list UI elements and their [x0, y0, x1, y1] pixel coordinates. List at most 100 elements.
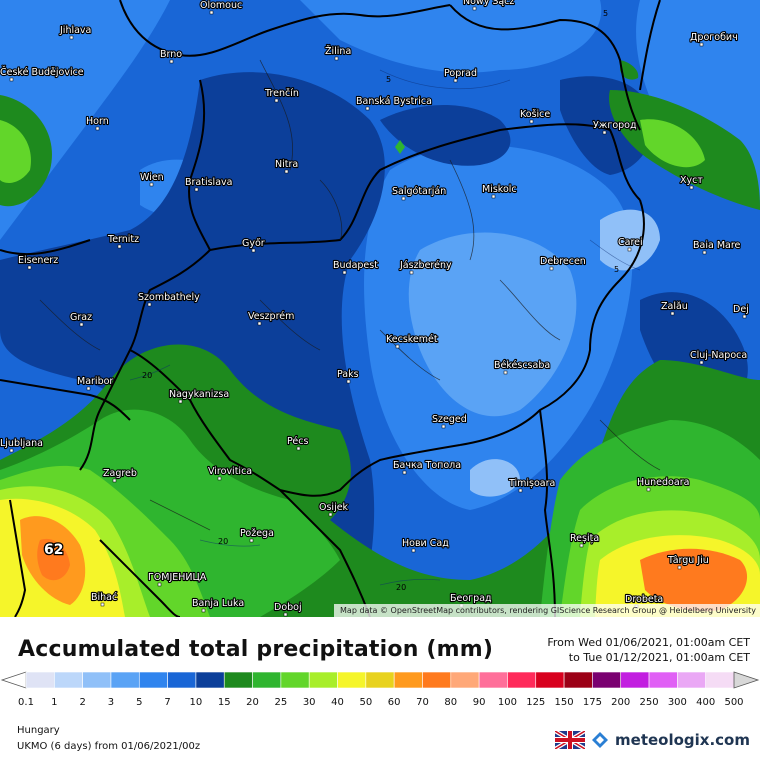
city-label: Cluj-Napoca: [690, 350, 747, 361]
city-dot: [670, 311, 675, 316]
scale-tick-label: 20: [246, 697, 259, 708]
color-scale-bar: [0, 671, 760, 689]
precip-area-25mm: [0, 120, 31, 183]
scale-tick-label: 25: [274, 697, 288, 708]
city-label: Бачка Топола: [393, 460, 461, 471]
city-label: ГОМЈЕНИЦА: [148, 572, 207, 583]
city-label: Brno: [160, 49, 182, 60]
map-canvas: Olomouc Nowy Sącz Дрогобич Jihlava Brno Žilin…: [0, 0, 760, 617]
city-label: České Budějovice: [0, 66, 84, 78]
city-label: Virovitica: [208, 466, 252, 477]
isolines: [129, 69, 641, 586]
scale-swatch: [223, 671, 253, 689]
city-dot: [95, 126, 100, 131]
city-label: Győr: [242, 238, 265, 249]
city-dot: [491, 194, 496, 199]
scale-swatch: [507, 671, 537, 689]
city-dot: [627, 247, 632, 252]
city-label: Hunedoara: [637, 477, 689, 488]
city-dot: [409, 270, 414, 275]
city-label: Doboj: [274, 602, 302, 613]
brand[interactable]: meteologix.com: [555, 731, 750, 749]
city-dot: [79, 322, 84, 327]
scale-swatch: [195, 671, 225, 689]
city-markers: [9, 6, 747, 617]
city-dot: [194, 187, 199, 192]
city-dot: [249, 538, 254, 543]
scale-swatch: [450, 671, 480, 689]
city-label: Maribor: [77, 376, 113, 387]
city-label: Budapest: [333, 260, 378, 271]
city-dot: [689, 185, 694, 190]
precipitation-map[interactable]: Olomouc Nowy Sącz Дрогобич Jihlava Brno Žilin…: [0, 0, 760, 617]
city-label: Pécs: [287, 436, 308, 447]
city-dot: [117, 244, 122, 249]
scale-swatch: [535, 671, 565, 689]
city-label: Нови Сад: [402, 538, 449, 549]
city-dot: [274, 98, 279, 103]
city-label: Miskolc: [482, 184, 517, 195]
city-label: Szombathely: [138, 292, 200, 303]
scale-tick-label: 2: [79, 697, 86, 708]
city-dot: [411, 548, 416, 553]
city-dot: [209, 10, 214, 15]
precip-area-25mm: [640, 119, 705, 168]
city-label: Paks: [337, 369, 359, 380]
city-label: Horn: [86, 116, 109, 127]
precip-area-2mm: [470, 459, 520, 497]
scale-tick-label: 1: [51, 697, 58, 708]
scale-tick-label: 150: [554, 697, 574, 708]
scale-tick-label: 60: [387, 697, 401, 708]
city-label: Nagykanizsa: [169, 389, 229, 400]
city-label: Timișoara: [508, 478, 555, 489]
city-label: Jászberény: [399, 260, 452, 271]
scale-swatch: [677, 671, 706, 689]
precip-area-10mm: [380, 105, 511, 166]
isoline-label: 5: [603, 9, 608, 18]
city-label: Bratislava: [185, 177, 232, 188]
scale-tick-label: 90: [472, 697, 486, 708]
scale-tick-label: 3: [107, 697, 115, 708]
city-dot: [529, 119, 534, 124]
city-dot: [395, 344, 400, 349]
city-label: Békéscsaba: [494, 360, 550, 371]
isoline-label: 5: [386, 75, 391, 84]
city-dot: [579, 543, 584, 548]
scale-tick-label: 5: [136, 697, 143, 708]
city-label: Jihlava: [59, 25, 91, 36]
city-dot: [86, 386, 91, 391]
city-label: Београд: [450, 593, 492, 604]
scale-swatch: [167, 671, 197, 689]
city-dot: [402, 470, 407, 475]
city-label: Nitra: [275, 159, 298, 170]
country-borders: [0, 0, 661, 617]
city-label: Nowy Sącz: [463, 0, 514, 7]
precip-area-15mm: [620, 60, 639, 80]
uk-flag-icon[interactable]: [555, 731, 586, 749]
meteologix-logo-icon: [592, 732, 609, 748]
city-label: Bihać: [91, 592, 117, 603]
city-label: Banja Luka: [192, 598, 244, 609]
scale-tick-label: 400: [696, 697, 716, 708]
scale-swatch: [337, 671, 367, 689]
scale-swatch: [308, 671, 338, 689]
isoline-label: 20: [218, 537, 228, 546]
color-scale: [0, 671, 760, 689]
scale-swatch: [82, 671, 112, 689]
scale-swatch: [563, 671, 593, 689]
scale-swatch: [25, 671, 55, 689]
city-dot: [283, 612, 288, 617]
city-label: Zagreb: [103, 468, 137, 479]
isoline-label: 20: [396, 583, 406, 592]
scale-swatch: [478, 671, 508, 689]
city-label: Požega: [240, 528, 274, 539]
city-dot: [549, 266, 554, 271]
city-dot: [296, 446, 301, 451]
city-label: Szeged: [432, 414, 467, 425]
city-label: Osijek: [319, 502, 349, 513]
city-dot: [699, 360, 704, 365]
scale-swatch: [138, 671, 168, 689]
isoline-labels: 5 5 5 20 20 20: [142, 9, 619, 592]
city-dot: [646, 487, 651, 492]
scale-swatch: [365, 671, 395, 689]
